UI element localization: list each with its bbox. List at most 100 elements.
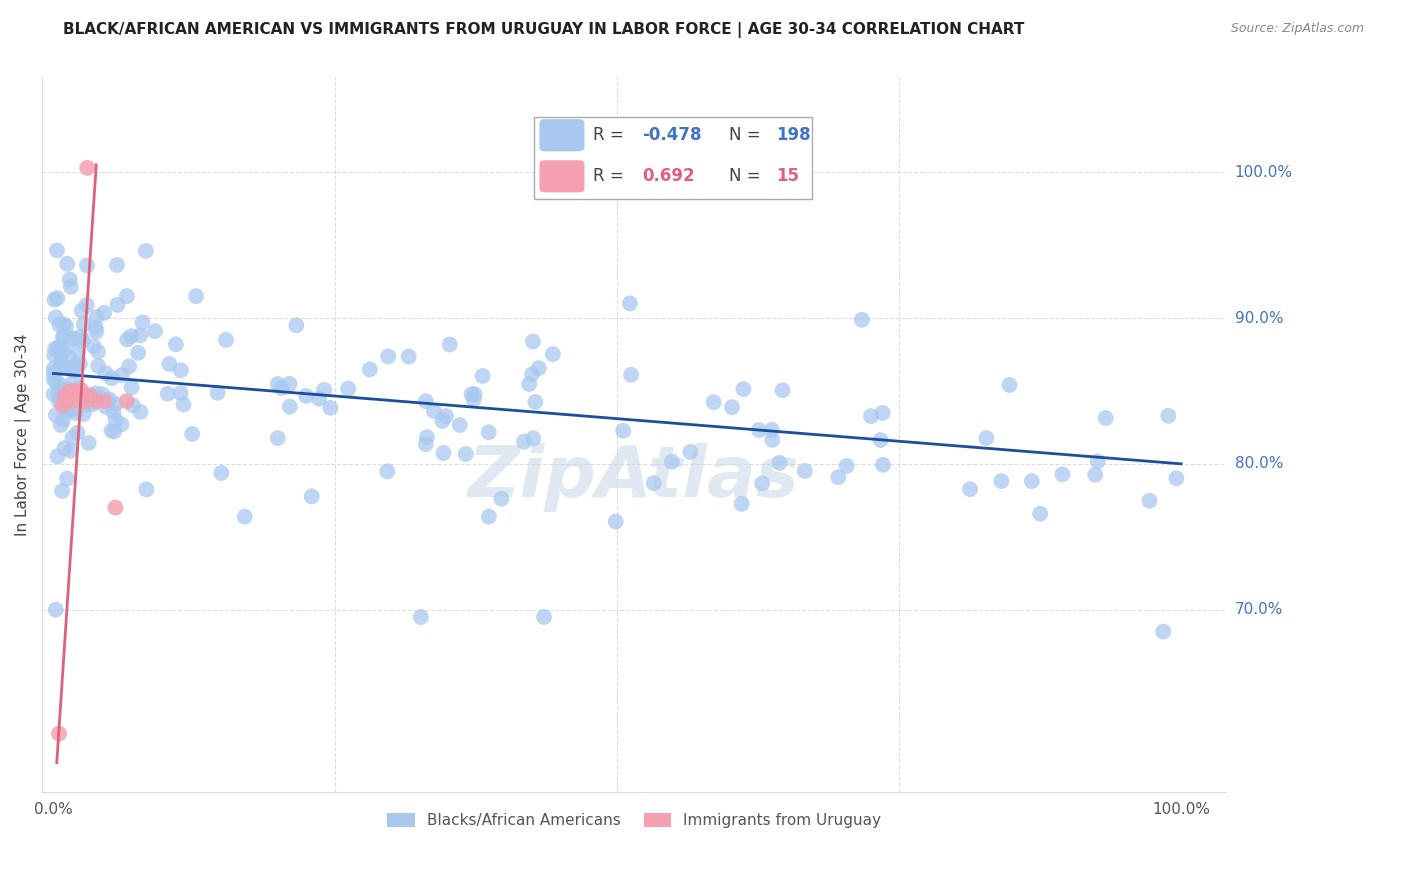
Point bbox=[620, 368, 643, 382]
Point bbox=[869, 433, 891, 447]
Point bbox=[51, 343, 73, 357]
Point bbox=[605, 515, 627, 529]
Point bbox=[100, 424, 122, 438]
Text: 0.692: 0.692 bbox=[643, 168, 695, 186]
Point bbox=[76, 161, 98, 175]
Point bbox=[157, 357, 180, 371]
Text: N =: N = bbox=[728, 168, 761, 186]
Point bbox=[121, 380, 143, 394]
Point bbox=[56, 257, 79, 271]
Point bbox=[65, 359, 87, 373]
Point bbox=[295, 389, 318, 403]
Point bbox=[643, 476, 665, 491]
Point bbox=[59, 280, 82, 294]
Point bbox=[464, 387, 486, 401]
Text: 100.0%: 100.0% bbox=[1234, 165, 1292, 179]
Point bbox=[612, 424, 634, 438]
FancyBboxPatch shape bbox=[540, 161, 585, 193]
Point bbox=[872, 406, 894, 420]
Point bbox=[460, 387, 482, 401]
Point bbox=[73, 407, 96, 421]
Point bbox=[56, 403, 79, 417]
Point bbox=[860, 409, 883, 424]
Point bbox=[416, 430, 439, 444]
Point bbox=[63, 364, 86, 378]
Point bbox=[44, 374, 66, 388]
Point bbox=[129, 328, 152, 343]
Point bbox=[46, 291, 69, 305]
Text: 90.0%: 90.0% bbox=[1234, 310, 1284, 326]
Point bbox=[84, 386, 107, 401]
Point bbox=[52, 343, 75, 357]
Point bbox=[181, 427, 204, 442]
Point bbox=[679, 445, 702, 459]
Point bbox=[434, 409, 457, 423]
Point bbox=[111, 368, 134, 383]
Point bbox=[522, 431, 544, 445]
Point bbox=[79, 388, 101, 402]
Point bbox=[131, 315, 153, 329]
Text: 70.0%: 70.0% bbox=[1234, 602, 1282, 617]
Point bbox=[1139, 493, 1161, 508]
FancyBboxPatch shape bbox=[533, 117, 811, 199]
Point bbox=[66, 344, 89, 359]
Point bbox=[46, 244, 69, 258]
Point bbox=[65, 406, 87, 420]
Point bbox=[409, 610, 432, 624]
Point bbox=[1152, 624, 1174, 639]
Point bbox=[449, 418, 471, 433]
Point bbox=[184, 289, 207, 303]
Point bbox=[45, 310, 67, 325]
Point bbox=[51, 388, 73, 402]
Point bbox=[793, 464, 815, 478]
Point bbox=[1029, 507, 1052, 521]
Point bbox=[454, 447, 477, 461]
Point bbox=[49, 354, 72, 368]
Point bbox=[172, 397, 194, 411]
Point bbox=[471, 368, 494, 383]
Point bbox=[517, 377, 540, 392]
Y-axis label: In Labor Force | Age 30-34: In Labor Force | Age 30-34 bbox=[15, 334, 31, 536]
Point bbox=[432, 414, 454, 428]
Point bbox=[52, 392, 75, 407]
Point bbox=[45, 603, 67, 617]
Point bbox=[84, 320, 107, 334]
Point bbox=[170, 363, 193, 377]
Point bbox=[156, 386, 179, 401]
Point bbox=[65, 384, 87, 398]
Point bbox=[87, 359, 110, 373]
Point bbox=[70, 303, 93, 318]
Point bbox=[52, 329, 75, 343]
Point bbox=[105, 258, 128, 272]
Point bbox=[98, 392, 121, 407]
Point bbox=[115, 394, 138, 409]
Point bbox=[1094, 411, 1116, 425]
Point bbox=[62, 394, 84, 409]
Point bbox=[772, 384, 794, 398]
Point bbox=[101, 371, 124, 385]
Point bbox=[82, 397, 104, 411]
Point bbox=[96, 393, 118, 408]
Point bbox=[76, 258, 98, 272]
Point bbox=[46, 450, 69, 464]
Point bbox=[53, 441, 76, 455]
Point bbox=[44, 293, 66, 307]
Point bbox=[491, 491, 513, 506]
Point bbox=[86, 310, 108, 324]
Point bbox=[541, 347, 564, 361]
Point bbox=[104, 397, 127, 411]
Point bbox=[169, 386, 191, 401]
Point bbox=[478, 425, 501, 440]
Point bbox=[703, 395, 725, 409]
Point bbox=[58, 351, 80, 365]
FancyBboxPatch shape bbox=[540, 120, 585, 152]
Point bbox=[267, 431, 290, 445]
Point bbox=[93, 394, 115, 409]
Point bbox=[70, 384, 93, 398]
Point bbox=[463, 392, 485, 407]
Point bbox=[278, 400, 301, 414]
Point bbox=[375, 464, 398, 478]
Point bbox=[319, 401, 342, 415]
Point bbox=[52, 385, 75, 400]
Point bbox=[52, 318, 75, 332]
